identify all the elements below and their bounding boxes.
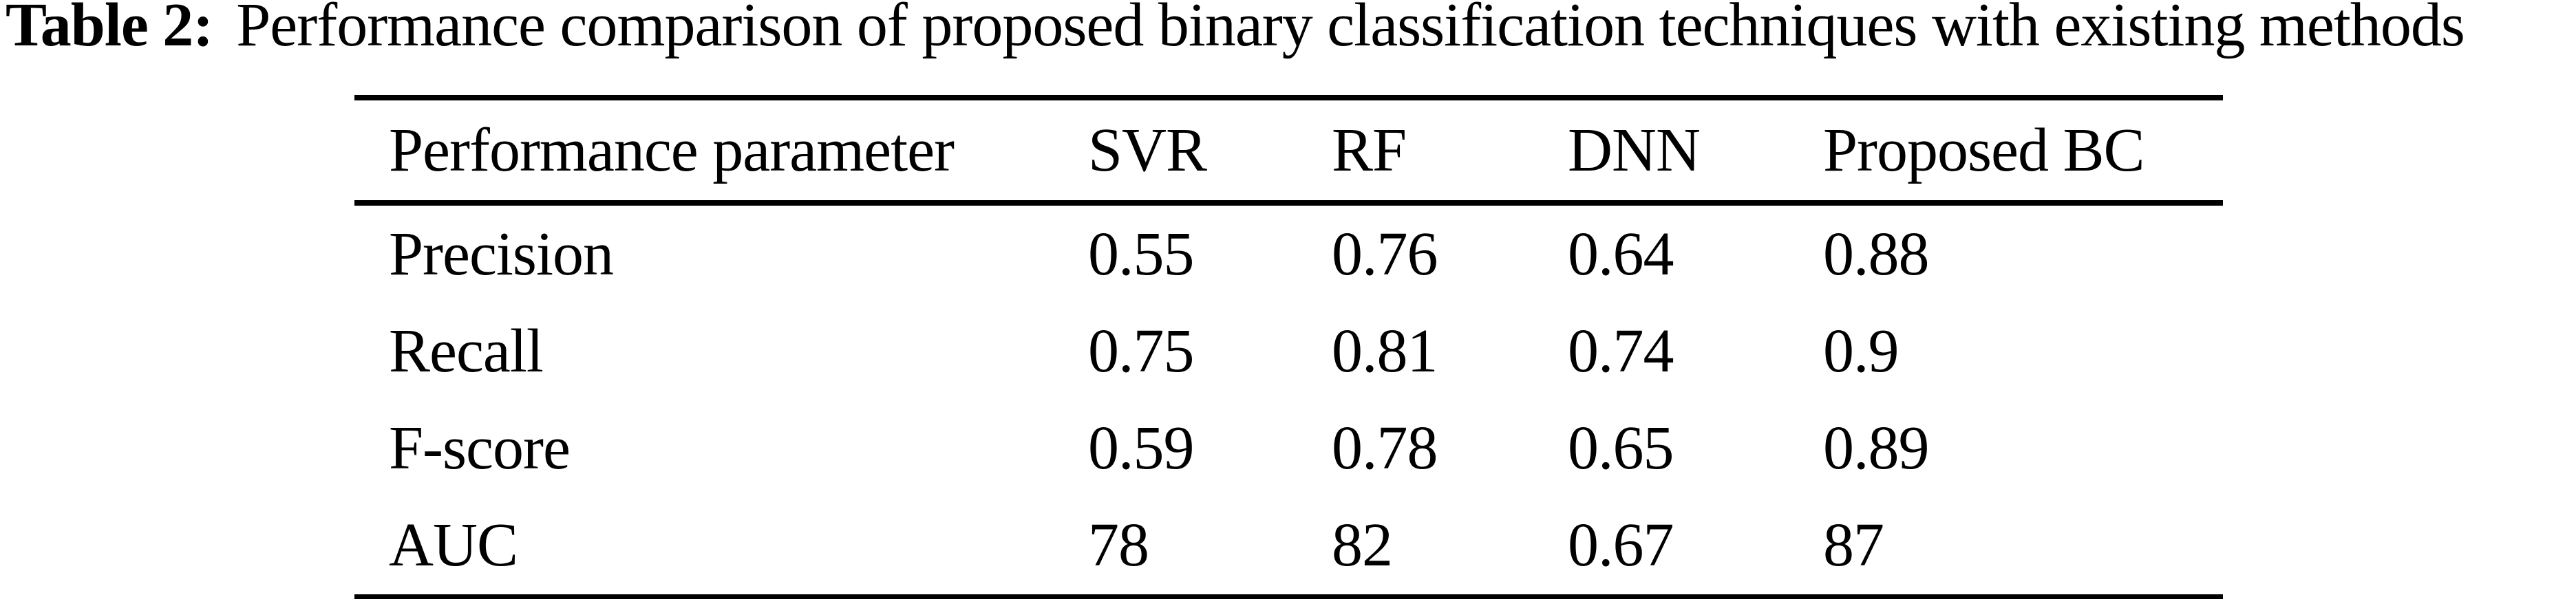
cell-svr-value: 0.55 <box>1088 219 1195 288</box>
cell-proposed-bc-value: 0.89 <box>1823 414 1930 483</box>
table-caption-text: Performance comparison of proposed binar… <box>236 0 2465 59</box>
cell-dnn-value: 0.67 <box>1568 511 1674 580</box>
header-svr: SVR <box>1088 116 1207 184</box>
header-dnn: DNN <box>1568 116 1701 184</box>
header-rf: RF <box>1332 116 1407 184</box>
header-performance-parameter: Performance parameter <box>389 116 955 184</box>
cell-svr-value: 0.75 <box>1088 316 1195 385</box>
cell-rf-value: 0.81 <box>1332 316 1438 385</box>
table-caption: Table 2: Performance comparison of propos… <box>6 0 2573 56</box>
table-row-auc: AUC 78 82 0.67 87 <box>354 497 2223 594</box>
cell-parameter: F-score <box>389 414 571 483</box>
cell-dnn-value: 0.64 <box>1568 219 1674 288</box>
performance-comparison-table: Performance parameter SVR RF DNN Propose… <box>354 95 2223 599</box>
header-proposed-bc: Proposed BC <box>1823 116 2145 184</box>
cell-svr-value: 0.59 <box>1088 414 1195 483</box>
table-header-row: Performance parameter SVR RF DNN Propose… <box>354 100 2223 206</box>
cell-proposed-bc-value: 0.88 <box>1823 219 1930 288</box>
cell-parameter: Precision <box>389 219 614 288</box>
cell-rf-value: 82 <box>1332 511 1393 580</box>
cell-rf-value: 0.76 <box>1332 219 1438 288</box>
cell-svr-value: 78 <box>1088 511 1149 580</box>
table-row-precision: Precision 0.55 0.76 0.64 0.88 <box>354 206 2223 303</box>
cell-dnn-value: 0.74 <box>1568 316 1674 385</box>
cell-parameter: Recall <box>389 316 544 385</box>
cell-rf-value: 0.78 <box>1332 414 1438 483</box>
cell-dnn-value: 0.65 <box>1568 414 1674 483</box>
cell-parameter: AUC <box>389 511 518 580</box>
cell-proposed-bc-value: 87 <box>1823 511 1884 580</box>
table-row-fscore: F-score 0.59 0.78 0.65 0.89 <box>354 400 2223 497</box>
table-caption-label: Table 2: <box>6 0 213 59</box>
cell-proposed-bc-value: 0.9 <box>1823 316 1899 385</box>
table-row-recall: Recall 0.75 0.81 0.74 0.9 <box>354 303 2223 400</box>
